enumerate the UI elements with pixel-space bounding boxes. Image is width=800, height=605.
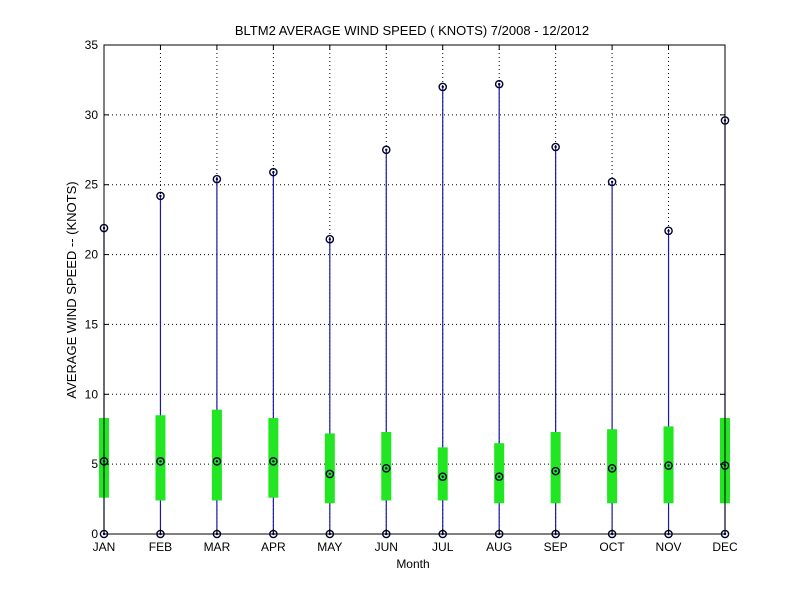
y-tick-label: 0 — [91, 527, 98, 541]
median-marker-may-ring — [325, 469, 335, 479]
x-tick-label: AUG — [486, 540, 512, 554]
median-marker-oct — [607, 464, 617, 473]
max-marker-apr-ring — [269, 167, 278, 177]
median-marker-aug-dot — [497, 475, 501, 478]
median-marker-jun — [381, 464, 391, 473]
x-tick-label: NOV — [656, 540, 682, 554]
median-marker-apr-ring — [269, 457, 278, 466]
max-marker-mar — [212, 174, 222, 184]
max-marker-mar-ring — [212, 174, 222, 184]
max-marker-jun — [381, 145, 391, 155]
max-marker-jun-ring — [381, 145, 391, 155]
y-tick-label: 5 — [91, 457, 98, 471]
x-tick-label: MAY — [317, 540, 342, 554]
median-marker-feb — [156, 457, 165, 466]
median-marker-jul-ring — [438, 472, 448, 482]
median-marker-aug-ring — [494, 472, 504, 482]
median-marker-jun-dot — [385, 467, 388, 470]
x-tick-label: FEB — [149, 540, 172, 554]
x-tick-label: DEC — [712, 540, 738, 554]
chart-title: BLTM2 AVERAGE WIND SPEED ( KNOTS) 7/2008… — [235, 23, 589, 38]
max-marker-apr — [269, 167, 278, 177]
box-mar — [211, 409, 222, 501]
median-marker-sep — [551, 466, 560, 476]
max-marker-feb — [156, 191, 165, 201]
max-marker-jun-dot — [385, 148, 388, 151]
plot-frame — [103, 44, 726, 535]
max-marker-oct — [607, 177, 617, 187]
max-marker-aug-dot — [497, 82, 501, 86]
x-tick-label: APR — [261, 540, 286, 554]
median-marker-aug — [494, 472, 504, 482]
median-marker-mar — [212, 457, 222, 466]
max-marker-feb-dot — [159, 194, 162, 198]
max-marker-sep-ring — [551, 142, 560, 152]
max-marker-may-dot — [328, 238, 332, 241]
x-tick-label: SEP — [544, 540, 568, 554]
median-marker-feb-ring — [156, 457, 165, 466]
median-marker-may — [325, 469, 335, 479]
median-marker-jul — [438, 472, 448, 482]
max-marker-may-ring — [325, 234, 335, 244]
y-tick-label: 35 — [85, 38, 99, 52]
x-tick-label: OCT — [599, 540, 625, 554]
max-marker-oct-ring — [607, 177, 617, 187]
max-marker-nov-ring — [664, 226, 673, 236]
max-marker-jul — [438, 82, 448, 92]
max-marker-nov-dot — [667, 229, 670, 233]
median-marker-nov — [664, 461, 673, 470]
max-marker-nov — [664, 226, 673, 236]
max-marker-aug-ring — [494, 79, 504, 89]
y-axis-label: AVERAGE WIND SPEED -- (KNOTS) — [64, 181, 79, 398]
y-tick-label: 10 — [85, 387, 99, 401]
x-tick-label: JUL — [432, 540, 454, 554]
median-marker-sep-ring — [551, 466, 560, 476]
max-marker-may — [325, 234, 335, 244]
max-marker-sep — [551, 142, 560, 152]
median-marker-apr-dot — [272, 460, 275, 463]
y-tick-label: 15 — [85, 317, 99, 331]
x-axis-label: Month — [396, 557, 429, 571]
median-marker-mar-dot — [215, 460, 219, 463]
median-marker-jul-dot — [441, 475, 444, 478]
y-tick-label: 20 — [85, 248, 99, 262]
median-marker-sep-dot — [554, 469, 557, 473]
median-marker-apr — [269, 457, 278, 466]
box-may — [324, 433, 335, 504]
max-marker-aug — [494, 79, 504, 89]
max-marker-feb-ring — [156, 191, 165, 201]
median-marker-oct-dot — [610, 467, 614, 470]
max-marker-apr-dot — [272, 170, 275, 174]
box-jun — [381, 432, 392, 501]
x-tick-label: JUN — [375, 540, 398, 554]
max-marker-mar-dot — [215, 177, 219, 181]
box-oct — [607, 429, 618, 504]
median-marker-mar-ring — [212, 457, 222, 466]
max-marker-jul-ring — [438, 82, 448, 92]
y-tick-label: 25 — [85, 178, 99, 192]
median-marker-nov-dot — [667, 464, 670, 467]
x-tick-label: JAN — [93, 540, 116, 554]
median-marker-feb-dot — [159, 460, 162, 463]
box-jul — [437, 447, 448, 501]
x-tick-label: MAR — [204, 540, 231, 554]
max-marker-oct-dot — [610, 180, 614, 184]
max-marker-sep-dot — [554, 145, 557, 149]
median-marker-may-dot — [328, 472, 332, 476]
axes: 0 5 10 15 20 25 30 35 JAN FEB MAR APR MAY JUN JUL AUG SE… — [85, 38, 738, 554]
max-marker-jul-dot — [441, 85, 444, 89]
median-marker-nov-ring — [664, 461, 673, 470]
y-tick-label: 30 — [85, 108, 99, 122]
median-marker-jun-ring — [381, 464, 391, 473]
median-marker-oct-ring — [607, 464, 617, 473]
